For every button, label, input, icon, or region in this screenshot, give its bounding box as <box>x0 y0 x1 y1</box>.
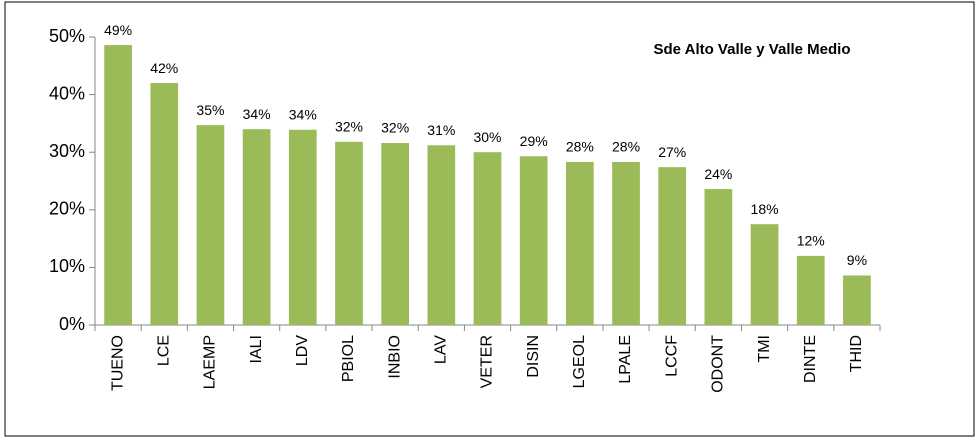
x-tick-label: IALI <box>248 335 265 363</box>
value-label: 30% <box>473 129 501 145</box>
bar <box>519 156 548 325</box>
x-tick-label: ODONT <box>710 335 727 393</box>
value-label: 18% <box>751 201 779 217</box>
value-label: 9% <box>847 252 867 268</box>
x-tick-label: THID <box>848 335 865 372</box>
value-label: 27% <box>658 144 686 160</box>
value-label: 34% <box>289 106 317 122</box>
x-tick-label: LAEMP <box>202 335 219 389</box>
x-tick-label: TUENO <box>109 335 126 391</box>
chart-title: Sde Alto Valle y Valle Medio <box>653 41 850 58</box>
x-tick-label: LGEOL <box>571 335 588 388</box>
x-tick-label: LDV <box>294 335 311 366</box>
value-label: 35% <box>196 102 224 118</box>
bar <box>288 129 317 325</box>
value-label: 34% <box>243 106 271 122</box>
bar <box>473 152 502 325</box>
bar <box>750 224 779 325</box>
bar <box>612 161 640 325</box>
bar <box>335 141 363 325</box>
value-label: 42% <box>150 60 178 76</box>
bar <box>843 275 871 325</box>
y-tick-label: 50% <box>49 26 85 46</box>
bar <box>242 129 271 325</box>
x-tick-label: TMI <box>756 335 773 363</box>
value-label: 32% <box>381 120 409 136</box>
y-tick-label: 30% <box>49 141 85 161</box>
x-tick-label: DINTE <box>802 335 819 383</box>
bar <box>566 161 594 325</box>
x-tick-label: DISIN <box>525 335 542 378</box>
x-tick-label: LCE <box>155 335 172 366</box>
value-label: 12% <box>797 233 825 249</box>
x-tick-label: LPALE <box>617 335 634 384</box>
y-tick-label: 20% <box>49 199 85 219</box>
bar <box>196 125 225 326</box>
value-label: 28% <box>612 139 640 155</box>
value-label: 29% <box>520 133 548 149</box>
x-tick-label: LAV <box>433 335 450 364</box>
x-tick-label: LCCF <box>663 335 680 377</box>
bar <box>427 145 456 325</box>
y-tick-label: 10% <box>49 256 85 276</box>
bar <box>104 45 132 326</box>
x-tick-label: PBIOL <box>340 335 357 382</box>
x-tick-label: INBIO <box>386 335 403 379</box>
bar <box>704 189 733 325</box>
y-tick-label: 40% <box>49 83 85 103</box>
x-tick-label: VETER <box>479 335 496 388</box>
value-label: 49% <box>104 22 132 38</box>
bar <box>658 167 687 325</box>
bar <box>381 142 409 325</box>
value-label: 24% <box>704 166 732 182</box>
value-label: 32% <box>335 119 363 135</box>
bar <box>150 83 179 325</box>
value-label: 28% <box>566 139 594 155</box>
value-label: 31% <box>427 122 455 138</box>
y-tick-label: 0% <box>59 314 85 334</box>
bar <box>796 255 825 325</box>
